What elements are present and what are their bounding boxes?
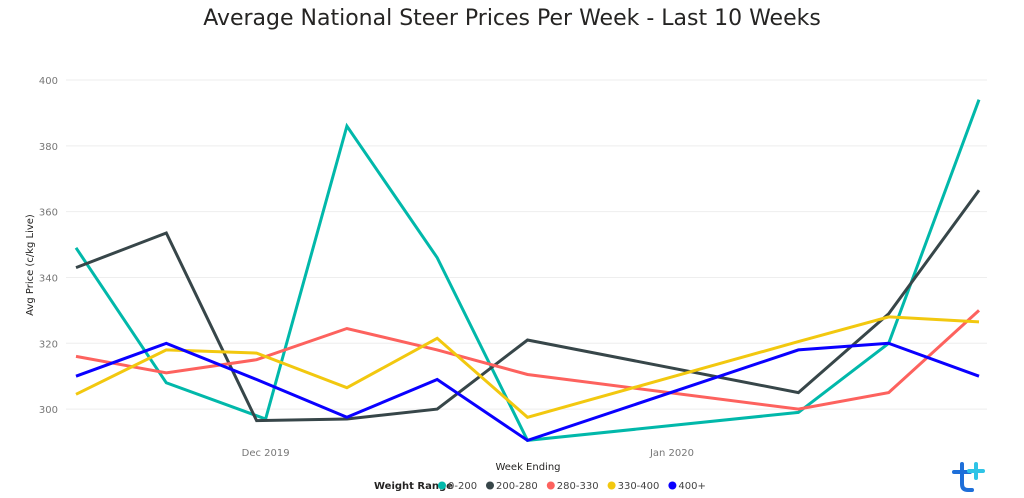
- brand-logo-icon: [952, 462, 985, 492]
- legend-label: 330-400: [618, 481, 660, 492]
- legend-label: 280-330: [557, 481, 599, 492]
- legend-marker: [668, 481, 677, 490]
- legend-label: 0-200: [448, 481, 477, 492]
- y-tick-label: 300: [39, 405, 58, 416]
- series-line-280-330: [75, 309, 981, 411]
- legend-marker: [438, 481, 446, 490]
- series-line-200-280: [75, 189, 981, 423]
- y-axis-title: Avg Price (c/kg Live): [25, 214, 36, 316]
- y-axis-ticks: 300 320 340 360 380 400: [39, 76, 58, 416]
- y-tick-label: 380: [39, 142, 58, 153]
- legend-marker: [546, 481, 555, 490]
- y-tick-label: 360: [39, 208, 58, 219]
- series-line-330-400: [75, 315, 980, 419]
- series-lines: [74, 99, 981, 443]
- series-line-0-200: [74, 99, 981, 442]
- y-tick-label: 400: [39, 76, 58, 87]
- legend-label: 400+: [678, 481, 705, 492]
- x-tick-label: Jan 2020: [649, 448, 694, 459]
- x-tick-label: Dec 2019: [242, 448, 290, 459]
- x-axis-ticks: Dec 2019 Jan 2020: [242, 448, 694, 459]
- legend-title: Weight Range: [374, 481, 453, 492]
- y-tick-label: 340: [39, 273, 58, 284]
- legend-label: 200-280: [496, 481, 538, 492]
- series-line-400+: [75, 341, 980, 443]
- chart-title: Average National Steer Prices Per Week -…: [203, 6, 821, 31]
- legend-marker: [486, 481, 494, 490]
- legend-marker: [607, 481, 616, 490]
- x-axis-title: Week Ending: [495, 462, 560, 473]
- y-tick-label: 320: [39, 339, 58, 350]
